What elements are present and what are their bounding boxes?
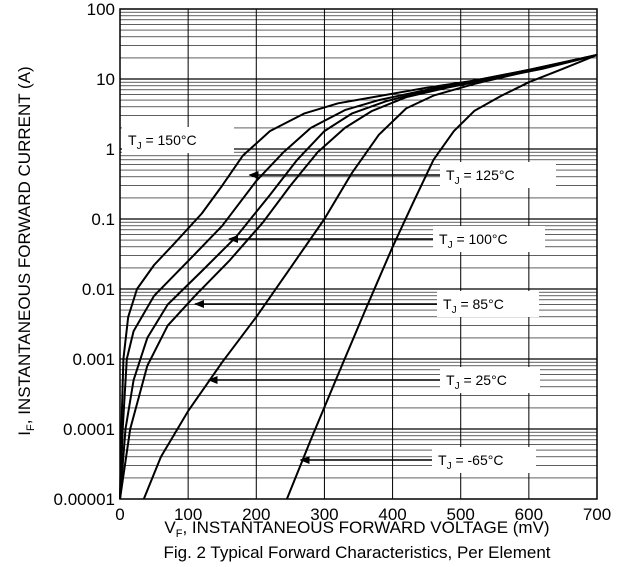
plot-frame (119, 8, 598, 500)
y-tick-label: 0.00001 (54, 490, 115, 509)
y-tick-label: 0.0001 (63, 420, 115, 439)
y-tick-label: 0.001 (72, 350, 115, 369)
annotation-label-sub: J (137, 141, 142, 152)
x-tick-label: 600 (515, 505, 543, 524)
series-line-3 (119, 54, 598, 500)
annotation-label-2: TJ = 100°C (439, 231, 508, 251)
x-axis-title-sub: F (176, 528, 183, 540)
annotation-box (122, 127, 234, 153)
annotation-label-sub: J (452, 305, 457, 316)
x-tick-label: 100 (174, 505, 202, 524)
x-tick-label: 200 (242, 505, 270, 524)
annotation-label-5: TJ = -65°C (438, 452, 503, 472)
grid (120, 9, 597, 499)
x-tick-label: 400 (378, 505, 406, 524)
y-axis-title-sub: F (25, 424, 37, 431)
annotation-label-sub: J (447, 461, 452, 472)
figure-caption: Fig. 2 Typical Forward Characteristics, … (163, 543, 550, 562)
annotation-label-1: TJ = 125°C (446, 167, 515, 187)
x-tick-label: 700 (583, 505, 611, 524)
annotation-label-sub: J (448, 240, 453, 251)
annotation-box (437, 291, 539, 317)
series-line-5 (285, 54, 598, 500)
annotation-layer: TJ = 150°CTJ = 125°CTJ = 100°CTJ = 85°CT… (122, 127, 556, 473)
series-line-0 (119, 54, 598, 500)
annotation-label-main: T (443, 296, 452, 312)
y-axis-title-rest: , INSTANTANEOUS FORWARD CURRENT (A) (15, 66, 34, 424)
annotation-box (440, 162, 556, 188)
x-tick-label: 0 (115, 505, 124, 524)
annotation-box (432, 447, 536, 473)
annotation-label-rest: = -65°C (452, 452, 504, 468)
x-tick-label: 500 (447, 505, 475, 524)
annotation-label-main: T (438, 452, 447, 468)
annotation-label-rest: = 25°C (460, 372, 507, 388)
y-axis-title: IF, INSTANTANEOUS FORWARD CURRENT (A) (15, 66, 37, 435)
annotation-label-0: TJ = 150°C (128, 132, 197, 152)
y-axis-title-main: I (15, 431, 34, 436)
x-axis-title-rest: , INSTANTANEOUS FORWARD VOLTAGE (mV) (182, 518, 549, 537)
y-tick-label: 0.1 (91, 210, 115, 229)
annotation-label-rest: = 150°C (142, 132, 197, 148)
annotation-label-rest: = 100°C (453, 231, 508, 247)
annotation-label-rest: = 85°C (457, 296, 504, 312)
series-line-4 (142, 54, 598, 500)
tick-labels: 0 100 200 300 400 500 600 700 0.00001 0.0001 0.001… (54, 0, 612, 524)
x-axis-title-main: V (164, 518, 176, 537)
annotation-label-rest: = 125°C (460, 167, 515, 183)
annotation-label-sub: J (455, 176, 460, 187)
y-tick-label: 10 (96, 70, 115, 89)
annotation-label-main: T (439, 231, 448, 247)
annotation-box (433, 226, 545, 252)
series-line-2 (119, 54, 598, 500)
annotation-label-sub: J (455, 381, 460, 392)
annotation-label-main: T (128, 132, 137, 148)
series-layer (119, 54, 598, 500)
x-axis-title: VF, INSTANTANEOUS FORWARD VOLTAGE (mV) (164, 518, 549, 540)
annotation-label-3: TJ = 85°C (443, 296, 504, 316)
y-tick-label: 1 (106, 140, 115, 159)
annotation-label-4: TJ = 25°C (446, 372, 507, 392)
y-tick-label: 0.01 (82, 280, 115, 299)
annotation-label-main: T (446, 167, 455, 183)
annotation-box (440, 367, 540, 393)
annotation-label-main: T (446, 372, 455, 388)
x-tick-label: 300 (310, 505, 338, 524)
y-tick-label: 100 (87, 0, 115, 19)
plot-border (119, 8, 598, 500)
